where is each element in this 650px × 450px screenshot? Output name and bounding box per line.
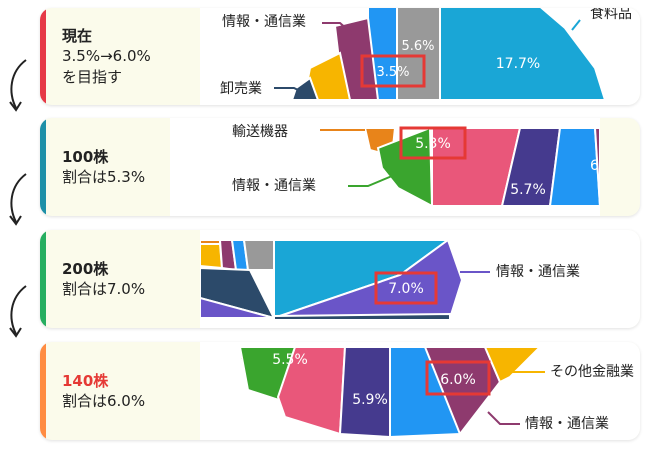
slice-value-70: 7.0%: [388, 281, 424, 297]
highlight-box: [360, 54, 426, 88]
label-info: 情報・通信業: [525, 416, 609, 432]
slice-value-info: 3.5%: [376, 65, 409, 80]
leader-line: [571, 19, 581, 31]
panel-title: 現在: [62, 27, 93, 46]
panel-title: 100株: [62, 147, 109, 166]
slice-value-60: 6.0%: [440, 372, 476, 388]
panel-accent-bar: [40, 8, 46, 105]
panel-accent-bar: [40, 230, 46, 328]
pie-chart-svg: 5.3% 5.7% 6.0 輸送機器 情報・通信業: [232, 124, 600, 208]
panel-line: を目指す: [62, 67, 123, 86]
slice-purple-small: [200, 296, 275, 319]
slice-dark: [273, 312, 451, 321]
slice-yellow: [200, 243, 224, 270]
slice-navy: [290, 76, 320, 101]
pie-chart-100: 5.3% 5.7% 6.0 輸送機器 情報・通信業: [170, 118, 600, 216]
slice-value-6: 6.0: [590, 158, 600, 174]
label-transport: 輸送機器: [232, 124, 288, 140]
slice-value-57: 5.7%: [510, 182, 546, 198]
panel-accent-bar: [40, 342, 46, 440]
panel-label: 200株 割合は7.0%: [62, 230, 145, 328]
pie-chart-svg: 7.0% 情報・通信業: [200, 238, 580, 321]
leader-line: [487, 411, 520, 425]
panel-current: 現在 3.5%→6.0% を目指す 3.5% 5.6% 17.7% 情報・通信業…: [40, 8, 640, 105]
pie-chart-current: 3.5% 5.6% 17.7% 情報・通信業 卸売業 食料品: [200, 8, 640, 105]
slice-value-177: 17.7%: [496, 56, 540, 72]
panel-140-shares: 140株 割合は6.0% 5.5% 5.9% 6.0% その他金融業 情報・通信…: [40, 342, 640, 440]
slice-yellow: [483, 346, 543, 384]
pie-chart-svg: 3.5% 5.6% 17.7% 情報・通信業 卸売業 食料品: [220, 8, 632, 101]
pie-chart-140: 5.5% 5.9% 6.0% その他金融業 情報・通信業: [200, 342, 640, 440]
label-fin: その他金融業: [550, 364, 634, 380]
panel-accent-bar: [40, 118, 46, 216]
slice-gray: [242, 239, 275, 271]
slice-pink: [276, 346, 347, 436]
panel-label: 現在 3.5%→6.0% を目指す: [62, 8, 151, 105]
panel-100-shares: 100株 割合は5.3% 5.3% 5.7% 6.0 輸送機器 情報・通信業: [40, 118, 640, 216]
slice-53: [376, 126, 434, 208]
panel-label: 100株 割合は5.3%: [62, 118, 145, 216]
panel-200-shares: 200株 割合は7.0% 7.0% 情報・通信業: [40, 230, 640, 328]
panel-line: 3.5%→6.0%: [62, 47, 151, 66]
curved-down-arrow-icon: [9, 59, 27, 112]
slice-value-59: 5.9%: [352, 392, 388, 408]
label-info: 情報・通信業: [222, 14, 306, 30]
slice-blue: [548, 127, 600, 207]
highlight-box: [425, 360, 491, 396]
label-retail: 卸売業: [220, 81, 262, 97]
slice-value-55: 5.5%: [272, 352, 308, 368]
slice-food: [439, 8, 607, 101]
panel-line: 割合は6.0%: [62, 392, 146, 410]
curved-down-arrow-icon: [9, 285, 27, 338]
leader-line: [274, 87, 311, 97]
pie-chart-200: 7.0% 情報・通信業: [200, 230, 640, 328]
panel-label: 140株 割合は6.0%: [62, 342, 145, 440]
pie-chart-svg: 5.5% 5.9% 6.0% その他金融業 情報・通信業: [238, 346, 634, 439]
slice-value-56: 5.6%: [401, 39, 434, 54]
curved-down-arrow-icon: [9, 173, 27, 226]
highlight-box: [374, 271, 438, 305]
label-info: 情報・通信業: [496, 264, 580, 280]
leader-line: [348, 175, 393, 187]
label-info: 情報・通信業: [232, 178, 316, 194]
panel-title: 140株: [62, 371, 109, 390]
slice-plum: [593, 127, 600, 207]
panel-line: 割合は5.3%: [62, 168, 146, 186]
label-food: 食料品: [590, 8, 632, 22]
highlight-box: [399, 126, 467, 160]
leader-line: [322, 22, 356, 37]
slice-value-53: 5.3%: [415, 136, 451, 152]
panel-title: 200株: [62, 259, 109, 278]
panel-line: 割合は7.0%: [62, 280, 146, 298]
